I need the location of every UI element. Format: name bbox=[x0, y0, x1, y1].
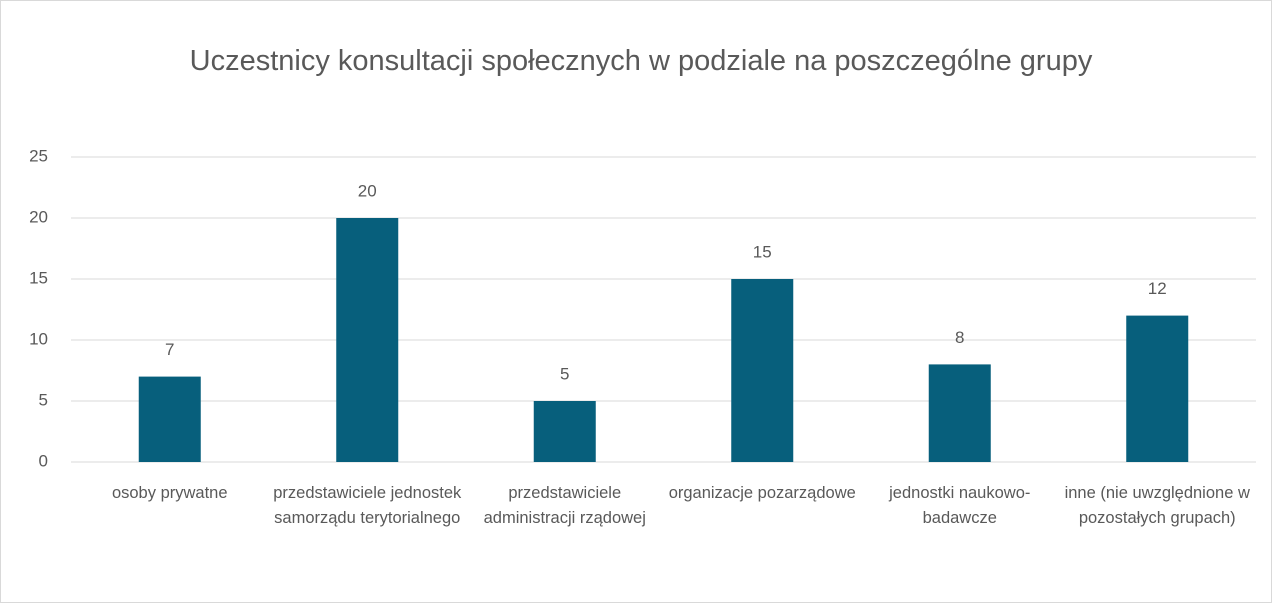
x-tick-label: przedstawiciele jednostek samorządu tery… bbox=[273, 484, 462, 527]
y-tick-label: 5 bbox=[39, 390, 48, 409]
x-tick-label: organizacje pozarządowe bbox=[668, 484, 856, 502]
bar bbox=[928, 364, 991, 462]
data-label: 12 bbox=[1148, 279, 1167, 298]
x-tick-label: przedstawiciele administracji rządowej bbox=[483, 484, 646, 527]
bar bbox=[336, 218, 399, 462]
bar bbox=[731, 279, 794, 462]
y-tick-label: 20 bbox=[29, 207, 48, 226]
data-label: 5 bbox=[560, 364, 569, 383]
data-label: 15 bbox=[753, 242, 772, 261]
bar bbox=[1126, 315, 1189, 462]
y-tick-label: 10 bbox=[29, 329, 48, 348]
x-tick-label: jednostki naukowo-badawcze bbox=[889, 484, 1031, 527]
data-label: 7 bbox=[165, 340, 174, 359]
y-tick-label: 0 bbox=[39, 451, 48, 470]
data-label: 8 bbox=[955, 328, 964, 347]
bar bbox=[533, 401, 596, 462]
y-tick-label: 25 bbox=[29, 146, 48, 165]
bar bbox=[138, 376, 201, 462]
y-tick-label: 15 bbox=[29, 268, 48, 287]
x-tick-label: osoby prywatne bbox=[111, 484, 228, 502]
x-tick-label: inne (nie uwzględnione w pozostałych gru… bbox=[1064, 484, 1250, 527]
chart-title: Uczestnicy konsultacji społecznych w pod… bbox=[189, 45, 1093, 77]
data-label: 20 bbox=[358, 181, 377, 200]
